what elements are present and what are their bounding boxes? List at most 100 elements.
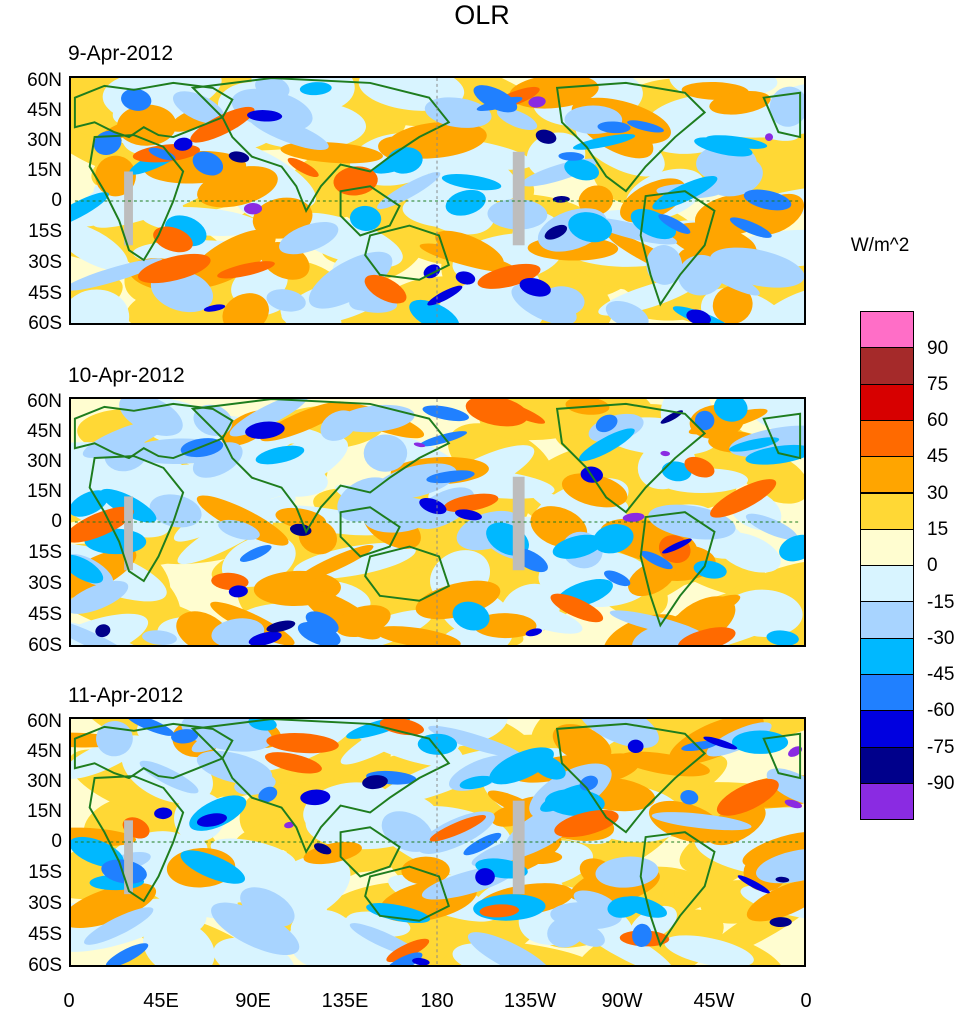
coastline	[190, 719, 451, 855]
colorbar-swatch	[860, 746, 914, 784]
coastline	[339, 826, 401, 878]
anomaly-blob	[239, 545, 272, 562]
coastline	[73, 402, 234, 460]
anomaly-blob	[467, 932, 553, 965]
missing-data-strip	[124, 496, 133, 571]
anomaly-blob	[424, 97, 492, 128]
coastline	[339, 185, 401, 237]
anomaly-blob	[71, 222, 128, 271]
coastline	[88, 455, 185, 583]
anomaly-blob	[693, 560, 727, 579]
anomaly-blob	[427, 285, 463, 306]
colorbar-swatch	[860, 601, 914, 639]
anomaly-blob	[779, 534, 804, 562]
colorbar-swatch	[860, 383, 914, 421]
anomaly-blob	[680, 790, 699, 805]
anomaly-blob	[694, 137, 753, 157]
anomaly-blob	[71, 836, 124, 868]
anomaly-blob	[180, 850, 246, 884]
anomaly-blob	[660, 410, 684, 424]
anomaly-blob	[640, 550, 673, 570]
anomaly-blob	[71, 580, 129, 614]
anomaly-blob	[764, 133, 774, 141]
lon-label: 45E	[143, 990, 179, 1012]
anomaly-blob	[171, 729, 199, 744]
coastline	[190, 78, 451, 214]
anomaly-blob	[712, 285, 753, 323]
coastline	[639, 831, 716, 948]
anomaly-blob	[71, 506, 134, 543]
lat-label: 60S	[28, 313, 62, 334]
coastline	[88, 775, 185, 903]
anomaly-blob	[535, 129, 557, 144]
anomaly-blob	[564, 158, 600, 181]
missing-data-strip	[512, 800, 525, 895]
anomaly-blob	[377, 172, 441, 210]
lat-label: 15S	[28, 221, 62, 242]
anomaly-blob	[550, 593, 604, 623]
anomaly-blob	[395, 719, 508, 748]
coastline	[73, 722, 234, 780]
anomaly-blob	[372, 154, 418, 174]
anomaly-blob	[379, 719, 425, 736]
anomaly-blob	[173, 137, 193, 151]
colorbar-label: 90	[927, 338, 949, 359]
lat-label: 30N	[27, 130, 62, 151]
anomaly-blob	[363, 434, 408, 472]
anomaly-blob	[477, 263, 541, 289]
lat-label: 0	[51, 190, 62, 211]
anomaly-blob	[196, 750, 273, 785]
anomaly-blob	[290, 917, 347, 959]
anomaly-blob	[441, 174, 502, 191]
anomaly-blob	[422, 405, 469, 422]
coastline	[339, 506, 401, 558]
anomaly-blob	[203, 304, 226, 312]
anomaly-blob	[335, 605, 391, 638]
anomaly-blob	[605, 300, 649, 323]
lat-label: 15N	[27, 481, 62, 502]
lat-label: 45N	[27, 100, 62, 121]
anomaly-blob	[709, 247, 804, 288]
anomaly-blob	[540, 286, 585, 316]
colorbar-swatch	[860, 419, 914, 458]
anomaly-blob	[71, 470, 171, 538]
coastline	[762, 91, 802, 139]
colorbar-swatch	[860, 528, 914, 567]
anomaly-blob	[71, 554, 104, 584]
anomaly-blob	[788, 746, 803, 757]
anomaly-blob	[716, 778, 779, 816]
colorbar-label: -75	[927, 737, 955, 758]
panel-1-date: 9-Apr-2012	[68, 42, 174, 65]
colorbar-label: 75	[927, 374, 949, 395]
lon-label: 0	[800, 990, 812, 1012]
lat-label: 60N	[27, 391, 62, 412]
colorbar-label: -90	[927, 773, 955, 794]
colorbar-swatch	[860, 347, 914, 385]
anomaly-blob	[218, 519, 260, 540]
anomaly-blob	[222, 293, 269, 323]
anomaly-blob	[386, 938, 430, 963]
anomaly-blob	[196, 813, 228, 827]
anomaly-blob	[137, 253, 211, 284]
anomaly-blob	[71, 289, 130, 323]
coastline	[555, 81, 707, 193]
anomaly-blob	[305, 611, 339, 634]
anomaly-blob	[364, 274, 407, 304]
anomaly-blob	[71, 490, 109, 517]
lat-label: 0	[51, 511, 62, 532]
anomaly-blob	[743, 189, 792, 211]
lon-label: 90E	[235, 990, 271, 1012]
anomaly-blob	[651, 812, 752, 831]
anomaly-blob	[248, 631, 282, 645]
anomaly-blob	[684, 456, 715, 478]
figure-title: OLR	[454, 0, 510, 30]
anomaly-blob	[299, 82, 332, 96]
anomaly-blob	[558, 152, 585, 161]
anomaly-blob	[308, 251, 393, 309]
anomaly-blob	[445, 189, 486, 216]
colorbar-swatch	[860, 456, 914, 494]
anomaly-blob	[104, 436, 148, 472]
lat-label: 45N	[27, 421, 62, 442]
colorbar-swatch	[860, 637, 914, 675]
lat-label: 30S	[28, 893, 62, 914]
